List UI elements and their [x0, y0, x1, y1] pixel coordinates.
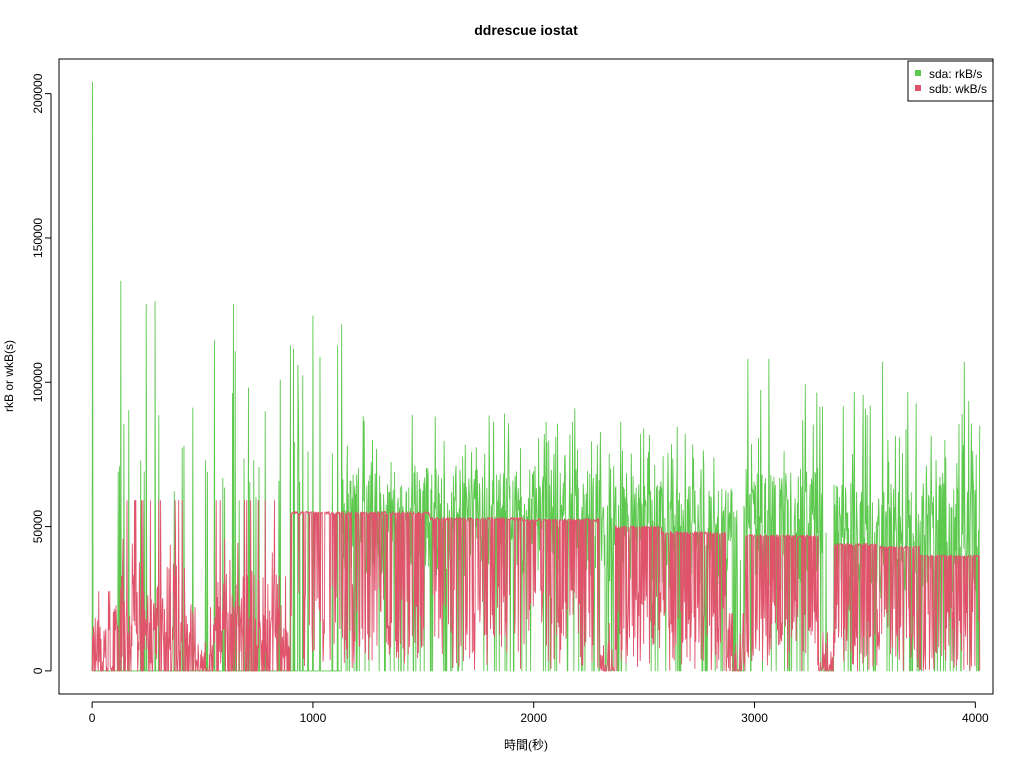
legend-label-sdb: sdb: wkB/s [929, 82, 987, 96]
x-tick-label: 1000 [300, 711, 327, 725]
legend: sda: rkB/s sdb: wkB/s [907, 60, 994, 102]
x-tick-label: 0 [89, 711, 96, 725]
y-tick-label: 150000 [31, 218, 45, 258]
x-axis: 0 1000 2000 3000 4000 [89, 701, 989, 725]
y-tick-label: 50000 [31, 510, 45, 544]
legend-label-sda: sda: rkB/s [929, 67, 982, 81]
series-layer [91, 81, 981, 672]
legend-swatch-sda [915, 70, 921, 76]
series-line-sdb [91, 500, 981, 672]
chart-title: ddrescue iostat [474, 22, 578, 38]
y-tick-label: 0 [31, 667, 45, 674]
x-tick-label: 3000 [741, 711, 768, 725]
legend-swatch-sdb [915, 85, 921, 91]
x-axis-label: 時間(秒) [504, 738, 548, 752]
x-tick-label: 4000 [962, 711, 989, 725]
y-axis: 0 50000 100000 150000 200000 [31, 73, 52, 674]
plot-frame [58, 58, 994, 695]
y-axis-label: rkB or wkB(s) [2, 340, 16, 412]
y-tick-label: 200000 [31, 73, 45, 113]
y-tick-label: 100000 [31, 362, 45, 402]
legend-box [907, 60, 994, 102]
x-tick-label: 2000 [520, 711, 547, 725]
